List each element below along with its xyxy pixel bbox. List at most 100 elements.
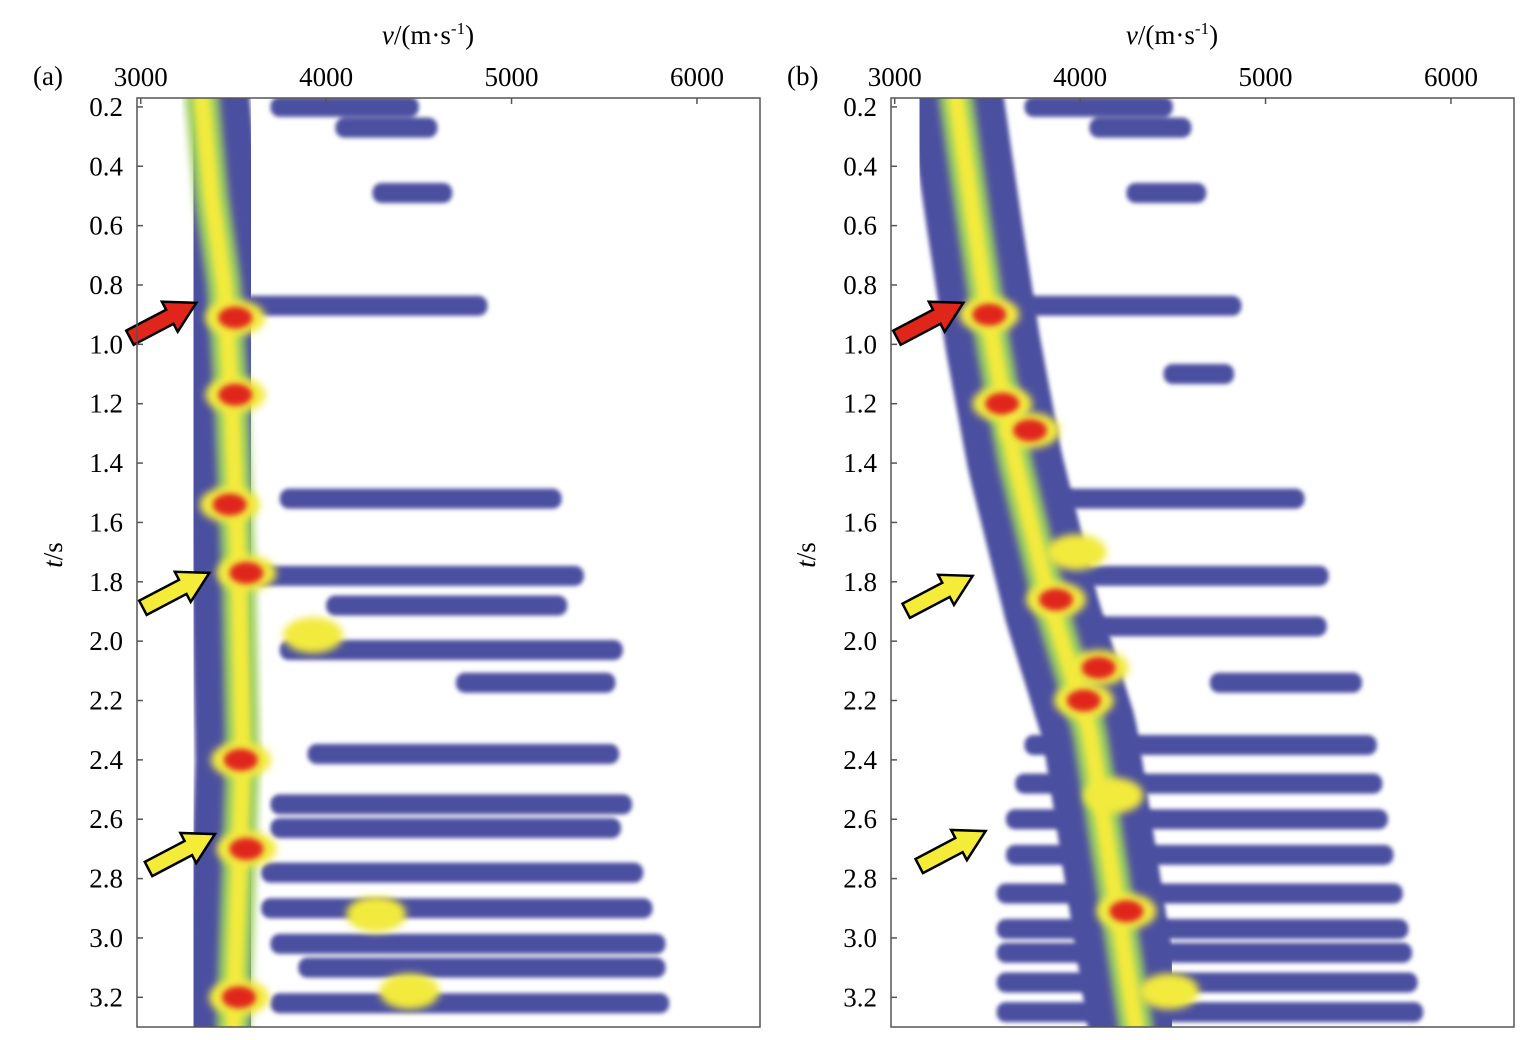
- panel-a-arrows: [124, 300, 218, 878]
- panel-a-peak-0: [205, 299, 266, 336]
- panel-a-peak-2: [199, 486, 260, 523]
- panel-a-y-tick-label-1: 0.4: [89, 151, 123, 181]
- panel-a-peak-3: [216, 554, 277, 591]
- panel-b-peak-7: [1083, 777, 1144, 814]
- panel-a-y-tick-label-2: 0.6: [89, 211, 123, 241]
- panel-a-y-tick-label-9: 2.0: [89, 626, 123, 656]
- panel-a-peak-4: [210, 741, 271, 778]
- panel-b-band-13: [996, 883, 1403, 904]
- panel-a-band-16: [270, 993, 670, 1014]
- panel-a-arrow-red-0: [124, 300, 199, 347]
- panel-a-x-tick-label-2: 5000: [485, 62, 539, 92]
- panel-b-band-1: [1089, 117, 1192, 138]
- panel-b-band-17: [996, 1002, 1424, 1023]
- panel-a-frame: [136, 97, 761, 1028]
- panel-b-y-tick-label-15: 3.2: [843, 982, 877, 1012]
- panel-b-band-0: [1024, 98, 1173, 117]
- panel-b-peak-2: [1000, 412, 1061, 449]
- panel-a-band-12: [261, 862, 644, 883]
- panel-a-peak-9: [379, 973, 440, 1010]
- panel-a-y-tick-label-4: 1.0: [89, 329, 123, 359]
- panel-b-y-tick-label-6: 1.4: [843, 448, 877, 478]
- panel-b-arrows: [891, 300, 988, 875]
- panel-b-y-ticks: 0.2 0.4 0.6 0.8 1.0 1.2 1.4 1.6 1.8 2.0 2.2 2.4 2.6 2…: [843, 92, 897, 1012]
- panel-a-band-0: [270, 98, 419, 117]
- panel-a-y-tick-label-11: 2.4: [89, 745, 123, 775]
- panel-b-band-2: [1126, 182, 1207, 203]
- panel-b-trend-core: [947, 98, 1144, 1027]
- panel-a-arrow-yellow-1: [137, 570, 212, 617]
- panel-a-peak-6: [208, 979, 269, 1016]
- panel-b-arrow-yellow-2: [913, 828, 988, 875]
- panel-b-y-tick-label-7: 1.6: [843, 507, 877, 537]
- panel-a-y-tick-label-10: 2.2: [89, 686, 123, 716]
- panel-b-band-4: [1163, 364, 1235, 385]
- panel-b-label: (b): [787, 61, 818, 91]
- panel-b-y-tick-label-1: 0.4: [843, 151, 877, 181]
- panel-a-band-13: [261, 898, 653, 919]
- panel-b-peak-4: [1068, 649, 1129, 686]
- panel-a-band-11: [270, 818, 621, 839]
- panel-b-frame: [890, 97, 1515, 1028]
- panel-a-x-tick-label-0: 3000: [114, 62, 168, 92]
- panel-a-band-10: [270, 794, 633, 815]
- panel-a-band-14: [270, 933, 666, 954]
- panel-b-peak-8: [1139, 973, 1200, 1010]
- panel-b-band-5: [1043, 488, 1305, 509]
- panel-b-band-15: [996, 942, 1413, 963]
- panel-b-peak-1: [972, 385, 1033, 422]
- panel-b-band-3: [996, 295, 1242, 316]
- panel-a-arrow-yellow-2: [143, 831, 218, 878]
- panel-b-band-8: [1209, 672, 1362, 693]
- panel-a-y-tick-label-6: 1.4: [89, 448, 123, 478]
- panel-b-peak-9: [1046, 534, 1107, 571]
- panel-b-y-tick-label-4: 1.0: [843, 329, 877, 359]
- panel-b-y-tick-label-2: 0.6: [843, 211, 877, 241]
- panel-a-y-tick-label-15: 3.2: [89, 982, 123, 1012]
- panel-a-y-ticks: 0.2 0.4 0.6 0.8 1.0 1.2 1.4 1.6 1.8 2.0 2.2 2.4 2.6 2…: [89, 92, 143, 1012]
- panel-a-y-tick-label-0: 0.2: [89, 92, 123, 122]
- panel-a-x-tick-label-3: 6000: [670, 62, 724, 92]
- panel-b-y-tick-label-14: 3.0: [843, 923, 877, 953]
- panel-a-x-ticks: 3000 4000 5000 6000: [114, 62, 724, 104]
- panel-b-peak-5: [1053, 682, 1114, 719]
- panel-a-y-axis-title: t/s: [38, 542, 68, 568]
- panel-b-arrow-yellow-1: [900, 573, 975, 620]
- panel-a-peak-5: [216, 830, 277, 867]
- panel-b-x-tick-label-2: 5000: [1239, 62, 1293, 92]
- panel-a-y-tick-label-7: 1.6: [89, 507, 123, 537]
- panel-a-heatmap: [154, 98, 670, 1027]
- panel-b-y-tick-label-8: 1.8: [843, 567, 877, 597]
- panel-b-y-tick-label-0: 0.2: [843, 92, 877, 122]
- panel-b-y-tick-label-11: 2.4: [843, 745, 877, 775]
- panel-a-band-4: [279, 488, 562, 509]
- panel-b-peak-3: [1026, 581, 1087, 618]
- panel-a-band-5: [251, 565, 584, 586]
- panel-a-band-1: [335, 117, 438, 138]
- panel-b-peak-0: [959, 296, 1020, 333]
- panel-a-y-tick-label-14: 3.0: [89, 923, 123, 953]
- panel-a-band-8: [455, 672, 616, 693]
- panel-a-label: (a): [33, 61, 63, 91]
- panel-b-y-tick-label-3: 0.8: [843, 270, 877, 300]
- panel-b-band-16: [996, 972, 1418, 993]
- panel-a-band-6: [326, 595, 568, 616]
- panel-b-y-axis-title: t/s: [791, 542, 821, 568]
- panel-a-peak-7: [283, 617, 344, 654]
- panel-a-y-tick-label-5: 1.2: [89, 389, 123, 419]
- panel-b-band-14: [996, 919, 1409, 940]
- panel-a-y-tick-label-8: 1.8: [89, 567, 123, 597]
- panel-a-x-axis-title: v/(m·s-1): [382, 19, 474, 50]
- panel-b-x-tick-label-1: 4000: [1053, 62, 1107, 92]
- panel-a-peak-1: [205, 376, 266, 413]
- panel-a-x-tick-label-1: 4000: [299, 62, 353, 92]
- panel-b-y-tick-label-13: 2.8: [843, 864, 877, 894]
- panel-b-y-tick-label-10: 2.2: [843, 686, 877, 716]
- panel-a-peak-8: [346, 896, 407, 933]
- panel-b-x-ticks: 3000 4000 5000 6000: [868, 62, 1478, 104]
- panel-a-band-7: [279, 640, 623, 661]
- panel-a: (a) v/(m·s-1) t/s 3000 4000 5000 6000 0.2 0.…: [33, 19, 761, 1028]
- panel-b-y-tick-label-5: 1.2: [843, 389, 877, 419]
- panel-b-x-tick-label-0: 3000: [868, 62, 922, 92]
